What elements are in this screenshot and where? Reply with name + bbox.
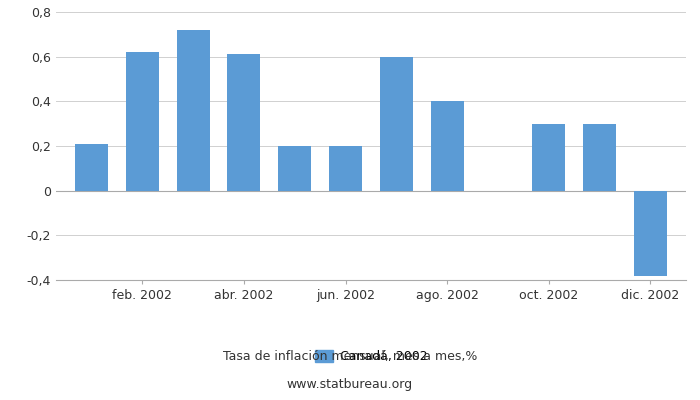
Text: Tasa de inflación mensual, mes a mes,%: Tasa de inflación mensual, mes a mes,%: [223, 350, 477, 363]
Text: www.statbureau.org: www.statbureau.org: [287, 378, 413, 391]
Bar: [279, 146, 312, 191]
Legend: Canadá, 2002: Canadá, 2002: [309, 345, 433, 368]
Bar: [176, 30, 210, 191]
Bar: [126, 52, 159, 191]
Bar: [228, 54, 260, 191]
Bar: [532, 124, 566, 191]
Bar: [430, 101, 463, 191]
Bar: [75, 144, 108, 191]
Bar: [380, 57, 413, 191]
Bar: [634, 191, 667, 276]
Bar: [583, 124, 616, 191]
Bar: [329, 146, 362, 191]
